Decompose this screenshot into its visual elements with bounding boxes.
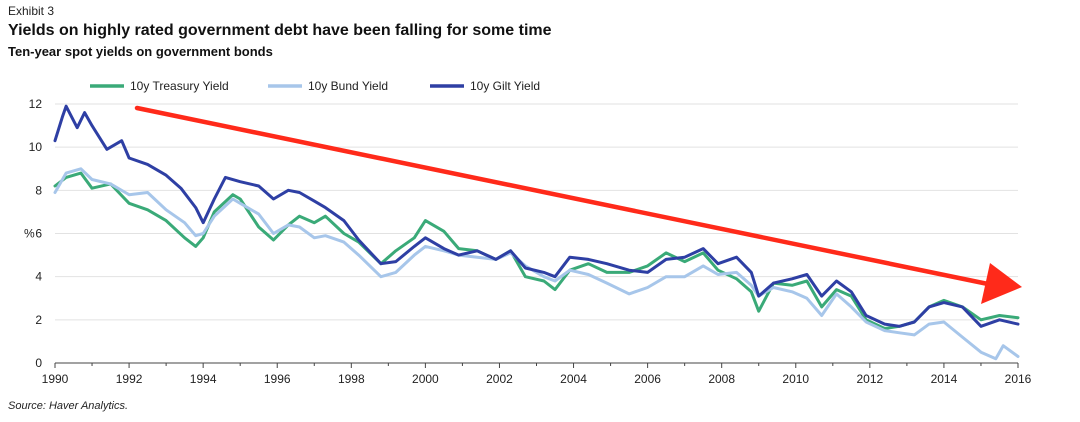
- y-tick-label: 0: [35, 356, 42, 370]
- series-lines: [53, 104, 1020, 361]
- series-line-10y-gilt-yield: [53, 104, 1020, 328]
- y-axis-label: %: [24, 227, 35, 241]
- y-tick-label: 2: [35, 313, 42, 327]
- x-tick-label: 1992: [116, 372, 143, 386]
- x-tick-label: 2008: [708, 372, 735, 386]
- x-tick-label: 2012: [856, 372, 883, 386]
- x-tick-label: 2016: [1005, 372, 1032, 386]
- legend: 10y Treasury Yield 10y Bund Yield 10y Gilt…: [90, 79, 540, 93]
- x-tick-label: 1994: [190, 372, 217, 386]
- y-axis: 0 2 4 6 8 10 12: [29, 97, 43, 370]
- exhibit-label: Exhibit 3: [8, 4, 55, 18]
- arrow-head: [981, 263, 1022, 304]
- x-tick-label: 2000: [412, 372, 439, 386]
- y-tick-label: 8: [35, 183, 42, 197]
- x-tick-label: 2010: [782, 372, 809, 386]
- y-tick-label: 10: [29, 140, 43, 154]
- arrow-shaft: [134, 105, 991, 287]
- x-tick-label: 1996: [264, 372, 291, 386]
- y-tick-label: 4: [35, 270, 42, 284]
- legend-label: 10y Bund Yield: [308, 79, 388, 93]
- x-tick-label: 2004: [560, 372, 587, 386]
- y-tick-label: 12: [29, 97, 43, 111]
- x-tick-label: 1998: [338, 372, 365, 386]
- chart-subtitle: Ten-year spot yields on government bonds: [8, 44, 273, 59]
- legend-label: 10y Treasury Yield: [130, 79, 229, 93]
- x-tick-label: 2014: [931, 372, 958, 386]
- legend-label: 10y Gilt Yield: [470, 79, 540, 93]
- source-note: Source: Haver Analytics.: [8, 400, 129, 412]
- x-tick-label: 1990: [42, 372, 69, 386]
- x-tick-label: 2002: [486, 372, 513, 386]
- y-tick-label: 6: [35, 227, 42, 241]
- trend-arrow: [134, 105, 1022, 304]
- series-line-10y-treasury-yield: [53, 171, 1020, 330]
- x-axis: 1990 1992 1994 1996 1998 2000 2002 2004 2006 2008…: [42, 362, 1032, 386]
- series-line-10y-bund-yield: [53, 167, 1020, 361]
- x-tick-label: 2006: [634, 372, 661, 386]
- chart-title: Yields on highly rated government debt h…: [8, 22, 552, 39]
- line-chart: 1990 1992 1994 1996 1998 2000 2002 2004 2006 2008…: [24, 79, 1032, 386]
